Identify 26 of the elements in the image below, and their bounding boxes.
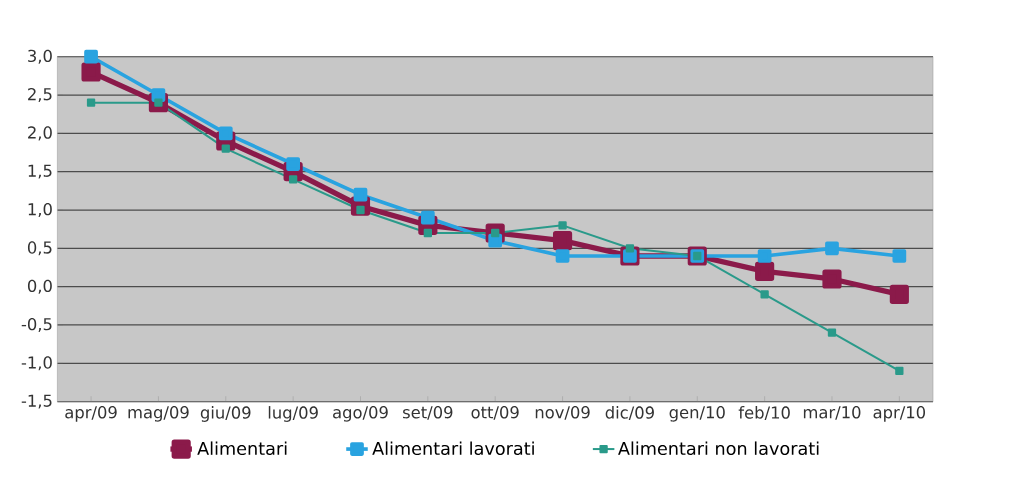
legend-label: Alimentari non lavorati xyxy=(618,441,819,456)
y-tick-label: -1,0 xyxy=(21,356,52,371)
x-tick-label: lug/09 xyxy=(268,406,318,422)
y-tick-label: 2,5 xyxy=(28,88,52,103)
y-tick-label: 3,0 xyxy=(28,49,52,64)
x-tick-label: ago/09 xyxy=(333,406,388,422)
x-tick-label: mar/10 xyxy=(803,406,861,420)
x-tick-label: apr/10 xyxy=(873,406,926,422)
x-tick-label: set/09 xyxy=(403,406,453,420)
x-tick-label: mag/09 xyxy=(128,406,189,422)
legend-label: Alimentari lavorati xyxy=(372,441,534,456)
x-tick-label: giu/09 xyxy=(200,406,251,422)
y-tick-label: 1,0 xyxy=(28,203,52,218)
x-tick-label: dic/09 xyxy=(605,406,654,421)
y-tick-label: 2,0 xyxy=(28,126,52,141)
y-tick-label: -1,5 xyxy=(21,394,52,409)
y-tick-label: 0,0 xyxy=(27,279,52,294)
x-tick-label: feb/10 xyxy=(738,406,790,421)
y-tick-label: -0,5 xyxy=(21,318,52,333)
y-tick-label: 0,5 xyxy=(27,241,52,256)
x-tick-label: ott/09 xyxy=(471,406,519,420)
legend-label: Alimentari xyxy=(197,441,287,456)
y-tick-label: 1,5 xyxy=(28,164,52,179)
x-tick-label: gen/10 xyxy=(669,406,725,422)
x-tick-label: apr/09 xyxy=(65,406,117,422)
x-tick-label: nov/09 xyxy=(535,406,590,420)
